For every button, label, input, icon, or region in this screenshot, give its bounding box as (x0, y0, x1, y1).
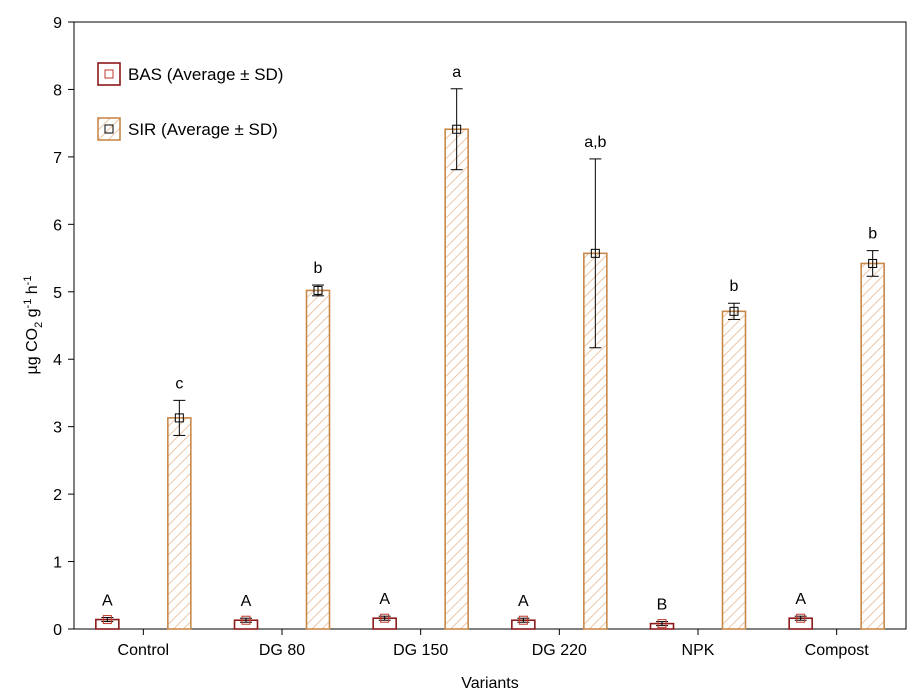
mean-marker (796, 613, 806, 623)
y-tick-label: 2 (53, 487, 62, 504)
significance-letter: a (452, 64, 461, 81)
significance-letter: b (868, 226, 877, 243)
y-tick-label: 6 (53, 217, 62, 234)
bar (444, 128, 469, 630)
mean-marker (518, 615, 528, 625)
mean-marker (657, 619, 667, 629)
legend-marker (104, 69, 114, 79)
legend-swatch (97, 117, 121, 141)
bar (305, 289, 331, 630)
bars (95, 128, 885, 630)
bar (860, 262, 885, 630)
x-axis-title: Variants (461, 675, 519, 692)
plot-frame (73, 21, 907, 630)
x-tick-label: Control (118, 642, 170, 659)
significance-letter: a,b (584, 134, 606, 151)
y-tick-label: 9 (53, 15, 62, 32)
mean-marker (380, 613, 390, 623)
x-tick-label: DG 150 (393, 642, 448, 659)
x-tick-label: DG 220 (532, 642, 587, 659)
legend-label: BAS (Average ± SD) (128, 65, 283, 84)
significance-letter: A (379, 591, 390, 608)
mean-marker (590, 248, 600, 258)
y-axis-title: µg CO2 g-1 h-1 (22, 276, 45, 375)
error-bars (101, 88, 879, 629)
legend: BAS (Average ± SD) SIR (Average ± SD) (97, 62, 283, 141)
mean-marker (729, 306, 739, 316)
x-tick-label: DG 80 (259, 642, 305, 659)
y-tick-label: 5 (53, 285, 62, 302)
bar (721, 310, 747, 630)
y-tick-label: 8 (53, 82, 62, 99)
y-axis-ticks: 0 1 2 3 4 5 6 7 8 9 (53, 15, 74, 639)
x-tick-label: Compost (805, 642, 870, 659)
legend-label: SIR (Average ± SD) (128, 120, 278, 139)
legend-swatch (97, 62, 121, 86)
mean-marker (241, 615, 251, 625)
significance-letter: c (175, 375, 183, 392)
significance-letter: A (518, 593, 529, 610)
significance-letters: A A A A B Ac b a a,b b b (102, 64, 877, 614)
significance-letter: A (795, 591, 806, 608)
mean-marker (868, 258, 878, 268)
mean-marker (102, 615, 112, 625)
mean-marker (313, 285, 323, 295)
x-axis-ticks: Control DG 80 DG 150 DG 220 NPK Compost (118, 629, 870, 659)
y-tick-label: 3 (53, 420, 62, 437)
significance-letter: b (730, 278, 739, 295)
significance-letter: B (657, 597, 668, 614)
y-tick-label: 1 (53, 555, 62, 572)
significance-letter: A (241, 593, 252, 610)
y-tick-label: 4 (53, 352, 62, 369)
significance-letter: b (314, 260, 323, 277)
significance-letter: A (102, 593, 113, 610)
y-tick-label: 0 (53, 622, 62, 639)
y-tick-label: 7 (53, 150, 62, 167)
mean-marker (452, 124, 462, 134)
x-tick-label: NPK (682, 642, 715, 659)
mean-marker (174, 413, 184, 423)
bar (167, 417, 192, 630)
legend-marker (104, 124, 114, 134)
